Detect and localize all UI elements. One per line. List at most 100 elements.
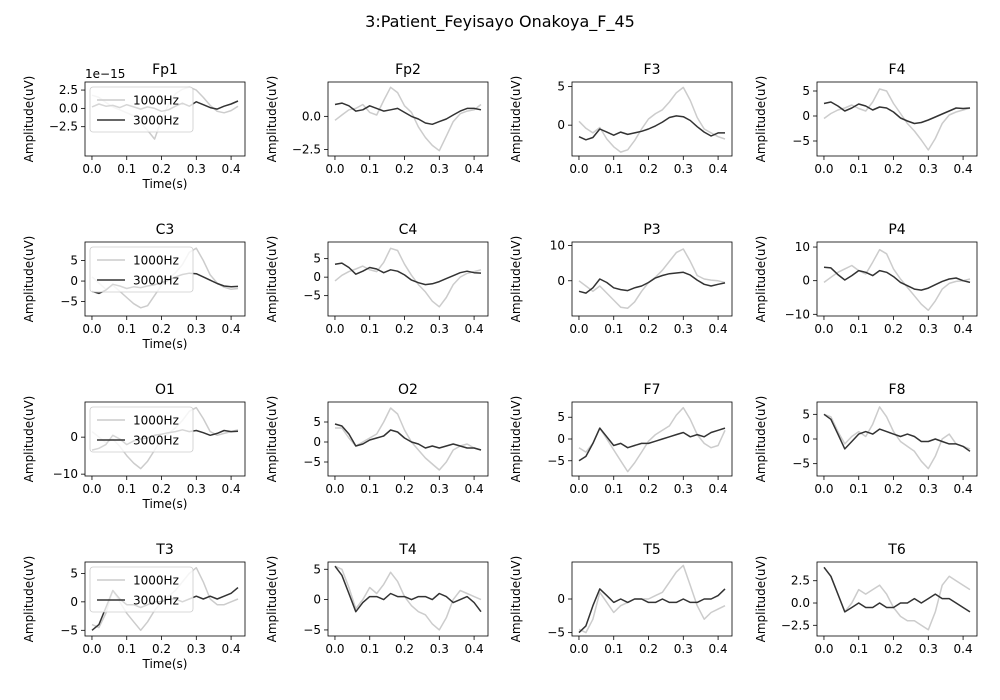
y-tick-label: 0: [70, 595, 78, 609]
series-line-3000hz: [823, 413, 971, 452]
series-line-1000hz: [335, 407, 482, 471]
plot-frame: [327, 401, 489, 477]
y-axis-label: Amplitude(uV): [509, 236, 523, 323]
y-tick-label: 10: [550, 239, 565, 253]
x-tick-label: 0.1: [360, 322, 379, 336]
x-tick-label: 0.3: [430, 322, 449, 336]
x-tick-label: 0.3: [674, 322, 693, 336]
y-tick-label: 2.5: [59, 83, 78, 97]
subplot-o1: O1 0.0 0.1 0.2 0.3 0.4 0 −10 Amplitude(uV) Time(s…: [22, 382, 246, 511]
x-tick-label: 0.0: [569, 322, 588, 336]
y-tick-label: 5: [557, 410, 565, 424]
plot-frame: [571, 241, 733, 317]
x-tick-label: 0.4: [222, 322, 241, 336]
x-tick-label: 0.3: [919, 482, 938, 496]
x-tick-label: 0.2: [395, 162, 414, 176]
y-axis-label: Amplitude(uV): [754, 556, 768, 643]
y-tick-label: −5: [303, 623, 321, 637]
plot-frame: [84, 561, 246, 637]
plot-frame: [327, 561, 489, 637]
series-line-1000hz: [334, 247, 482, 308]
y-tick-label: 10: [795, 240, 810, 254]
subplot-title: T6: [887, 542, 906, 558]
subplot-o2: O2 0.0 0.1 0.2 0.3 0.4 5 0 −5 Amplitude(uV): [265, 382, 489, 496]
x-tick-label: 0.1: [604, 162, 623, 176]
x-tick-label: 0.2: [152, 482, 171, 496]
y-tick-label: −5: [60, 623, 78, 637]
y-axis-label: Amplitude(uV): [754, 76, 768, 163]
plot-frame: [816, 401, 978, 477]
series-line-3000hz: [823, 266, 971, 291]
x-tick-label: 0.3: [674, 162, 693, 176]
subplot-title: T4: [398, 542, 417, 558]
subplot-title: C3: [156, 222, 175, 238]
y-axis-label: Amplitude(uV): [265, 556, 279, 643]
x-tick-label: 0.3: [919, 322, 938, 336]
plot-frame: [816, 81, 978, 157]
legend-label: 3000Hz: [133, 114, 179, 128]
series-line-3000hz: [334, 102, 482, 126]
x-tick-label: 0.0: [82, 482, 101, 496]
y-tick-label: −2.5: [292, 142, 321, 156]
legend-label: 1000Hz: [133, 254, 179, 268]
series-line-1000hz: [578, 564, 726, 634]
x-tick-label: 0.0: [82, 162, 101, 176]
legend-label: 3000Hz: [133, 434, 179, 448]
x-tick-label: 0.1: [849, 162, 868, 176]
y-axis-label: Amplitude(uV): [509, 556, 523, 643]
x-tick-label: 0.2: [639, 322, 658, 336]
x-tick-label: 0.2: [152, 642, 171, 656]
x-tick-label: 0.4: [465, 322, 484, 336]
x-tick-label: 0.2: [884, 482, 903, 496]
figure-title: 3:Patient_Feyisayo Onakoya_F_45: [365, 12, 635, 32]
x-tick-label: 0.2: [639, 162, 658, 176]
legend-label: 3000Hz: [133, 594, 179, 608]
subplot-title: T5: [642, 542, 660, 558]
legend-label: 3000Hz: [133, 274, 179, 288]
series-line-1000hz: [334, 565, 482, 631]
x-axis-label: Time(s): [142, 337, 188, 351]
y-tick-label: −10: [785, 307, 810, 321]
x-tick-label: 0.0: [569, 642, 588, 656]
subplot-title: F8: [889, 382, 906, 398]
subplot-title: F3: [644, 62, 661, 78]
x-tick-label: 0.0: [325, 162, 344, 176]
y-tick-label: 0: [557, 118, 565, 132]
subplot-title: O1: [155, 382, 175, 398]
x-tick-label: 0.1: [117, 322, 136, 336]
y-tick-label: 0.0: [302, 109, 321, 123]
x-tick-label: 0.2: [884, 162, 903, 176]
y-axis-label: Amplitude(uV): [509, 76, 523, 163]
x-tick-label: 0.2: [395, 482, 414, 496]
x-tick-label: 0.4: [222, 162, 241, 176]
subplot-grid: Fp1 0.0 0.1 0.2 0.3 0.4 2.5 0.0 −2.5 1e−15 Amplitu…: [22, 62, 978, 671]
y-tick-label: −2.5: [49, 120, 78, 134]
y-tick-label: 5: [70, 566, 78, 580]
y-tick-label: −2.5: [781, 618, 810, 632]
x-tick-label: 0.2: [639, 642, 658, 656]
series-line-3000hz: [823, 101, 971, 125]
series-line-1000hz: [823, 566, 971, 631]
x-tick-label: 0.2: [639, 482, 658, 496]
subplot-t3: T3 0.0 0.1 0.2 0.3 0.4 5 0 −5 Amplitude(uV) Time(s…: [22, 542, 246, 671]
y-tick-label: 5: [313, 562, 321, 576]
y-axis-label: Amplitude(uV): [754, 396, 768, 483]
legend: 1000Hz 3000Hz: [89, 246, 194, 293]
subplot-title: F4: [889, 62, 906, 78]
y-tick-label: −5: [303, 455, 321, 469]
x-tick-label: 0.2: [884, 642, 903, 656]
series-line-1000hz: [823, 248, 971, 312]
x-tick-label: 0.4: [954, 642, 973, 656]
x-tick-label: 0.4: [709, 642, 728, 656]
legend: 1000Hz 3000Hz: [89, 406, 194, 453]
y-axis-label: Amplitude(uV): [265, 76, 279, 163]
plot-frame: [816, 241, 978, 317]
subplot-title: Fp2: [395, 62, 421, 78]
subplot-f7: F7 0.0 0.1 0.2 0.3 0.4 5 0 −5 Amplitude(uV): [509, 382, 733, 496]
subplot-title: F7: [644, 382, 661, 398]
x-tick-label: 0.2: [395, 322, 414, 336]
plot-frame: [571, 81, 733, 157]
legend-label: 1000Hz: [133, 414, 179, 428]
y-axis-label: Amplitude(uV): [22, 556, 36, 643]
